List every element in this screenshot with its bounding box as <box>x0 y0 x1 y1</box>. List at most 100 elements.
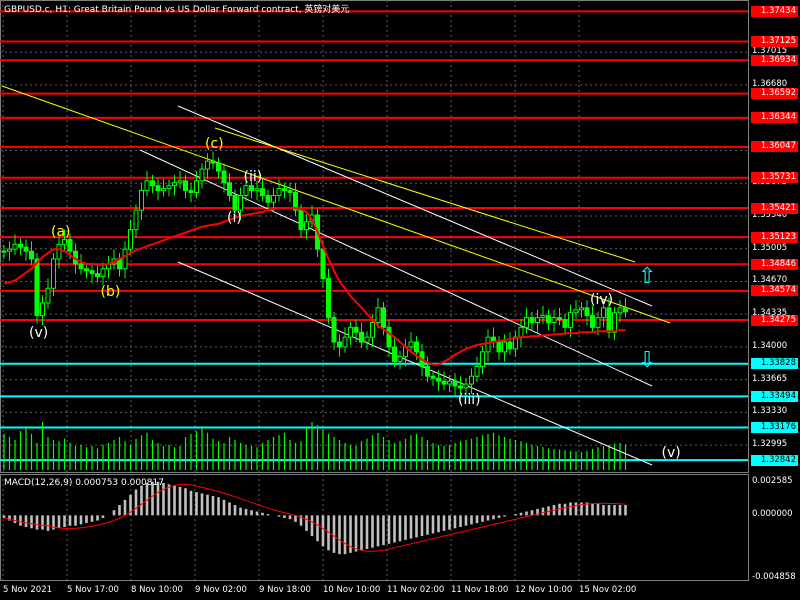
candle-body <box>573 309 579 314</box>
candle-body <box>100 268 106 278</box>
candle-body <box>353 326 359 333</box>
x-tick-label: 8 Nov 10:00 <box>131 585 183 595</box>
candle-body <box>29 250 34 260</box>
candle-body <box>183 180 188 192</box>
candle-body <box>524 317 529 328</box>
candle-body <box>298 209 304 231</box>
candle-body <box>370 321 375 338</box>
x-tick-label: 9 Nov 02:00 <box>195 585 247 595</box>
x-tick-label: 5 Nov 2021 <box>3 585 53 595</box>
candle-body <box>584 307 590 317</box>
candle-body <box>238 194 243 211</box>
wave-label: (b) <box>100 284 121 301</box>
macd-title: MACD(12,26,9) 0.000753 0.000817 <box>4 478 164 488</box>
resistance-price-label: 1.35123 <box>751 231 798 243</box>
resistance-price-label: 1.36934 <box>751 54 798 66</box>
channel-line <box>177 261 653 466</box>
resistance-price-label: 1.34275 <box>751 314 798 326</box>
candle-body <box>469 375 474 385</box>
y-tick-label: 1.34335 <box>752 308 788 319</box>
candle-body <box>568 312 573 328</box>
resistance-price-label: 1.34574 <box>751 285 798 297</box>
candle-body <box>194 180 199 194</box>
candle-body <box>1 250 7 253</box>
x-tick-label: 9 Nov 18:00 <box>259 585 311 595</box>
channel-line <box>177 105 653 307</box>
wave-label: (ii) <box>243 168 263 185</box>
candle-body <box>221 170 227 184</box>
candle-body <box>282 188 287 192</box>
candle-body <box>18 243 23 248</box>
candle-body <box>359 331 364 343</box>
candle-body <box>507 341 513 350</box>
trend-line <box>1 85 671 324</box>
candle-body <box>56 243 62 260</box>
candle-body <box>623 307 628 313</box>
candle-body <box>392 346 397 363</box>
macd-tick-label: 0.002585 <box>752 475 793 486</box>
x-tick-label: 5 Nov 17:00 <box>67 585 119 595</box>
candle-body <box>617 307 623 314</box>
candle-body <box>551 317 557 323</box>
candle-body <box>210 160 216 164</box>
candle-body <box>188 190 194 194</box>
candle-body <box>67 238 73 252</box>
wave-label: (v) <box>29 325 49 342</box>
candle-body <box>12 243 18 250</box>
candle-body <box>139 190 144 211</box>
resistance-price-label: 1.35731 <box>751 172 798 184</box>
candle-body <box>166 185 172 190</box>
candle-body <box>150 180 155 187</box>
trend-line <box>214 127 636 263</box>
candle-body <box>342 336 348 348</box>
candle-body <box>425 365 430 377</box>
candle-body <box>397 356 403 363</box>
support-price-label: 1.33828 <box>751 358 798 370</box>
candle-body <box>7 248 12 252</box>
candle-body <box>331 317 337 343</box>
candle-body <box>546 315 551 323</box>
candle-body <box>364 336 370 343</box>
candle-body <box>452 380 458 387</box>
macd-tick-label: 0.000000 <box>752 509 793 520</box>
resistance-price-label: 1.36047 <box>751 141 798 153</box>
candle-body <box>304 221 309 231</box>
candle-body <box>326 278 331 319</box>
resistance-price-label: 1.36344 <box>751 112 798 124</box>
candle-body <box>243 185 249 196</box>
candle-body <box>78 263 84 270</box>
candle-body <box>276 188 282 196</box>
x-tick-label: 11 Nov 02:00 <box>387 585 445 595</box>
candle-body <box>458 385 463 389</box>
y-tick-label: 1.34000 <box>752 340 788 351</box>
candle-body <box>51 258 56 289</box>
candle-body <box>62 238 67 245</box>
macd-tick-label: -0.004858 <box>752 572 796 583</box>
candle-body <box>436 377 441 382</box>
resistance-price-label: 1.37434 <box>751 5 798 17</box>
candle-body <box>540 315 546 319</box>
y-tick-label: 1.34670 <box>752 275 788 286</box>
candle-body <box>348 326 353 338</box>
candle-body <box>265 194 271 203</box>
candle-body <box>271 194 276 203</box>
candle-body <box>529 317 535 323</box>
moving-average-line <box>3 207 626 366</box>
candle-body <box>601 307 606 319</box>
x-tick-label: 10 Nov 10:00 <box>323 585 381 595</box>
resistance-price-label: 1.34846 <box>751 258 798 270</box>
y-tick-label: 1.32995 <box>752 439 788 450</box>
arrow-down-icon: ⇩ <box>638 348 657 373</box>
resistance-price-label: 1.35421 <box>751 202 798 214</box>
x-tick-label: 15 Nov 02:00 <box>579 585 637 595</box>
candle-body <box>40 302 45 317</box>
candle-body <box>562 319 568 328</box>
wave-label: (iv) <box>590 291 614 308</box>
candle-body <box>408 341 414 348</box>
support-price-label: 1.33494 <box>751 390 798 402</box>
chart-title: GBPUSD.c, H1: Great Britain Pound vs US … <box>4 5 350 15</box>
candle-body <box>287 190 293 194</box>
candle-body <box>557 317 562 321</box>
